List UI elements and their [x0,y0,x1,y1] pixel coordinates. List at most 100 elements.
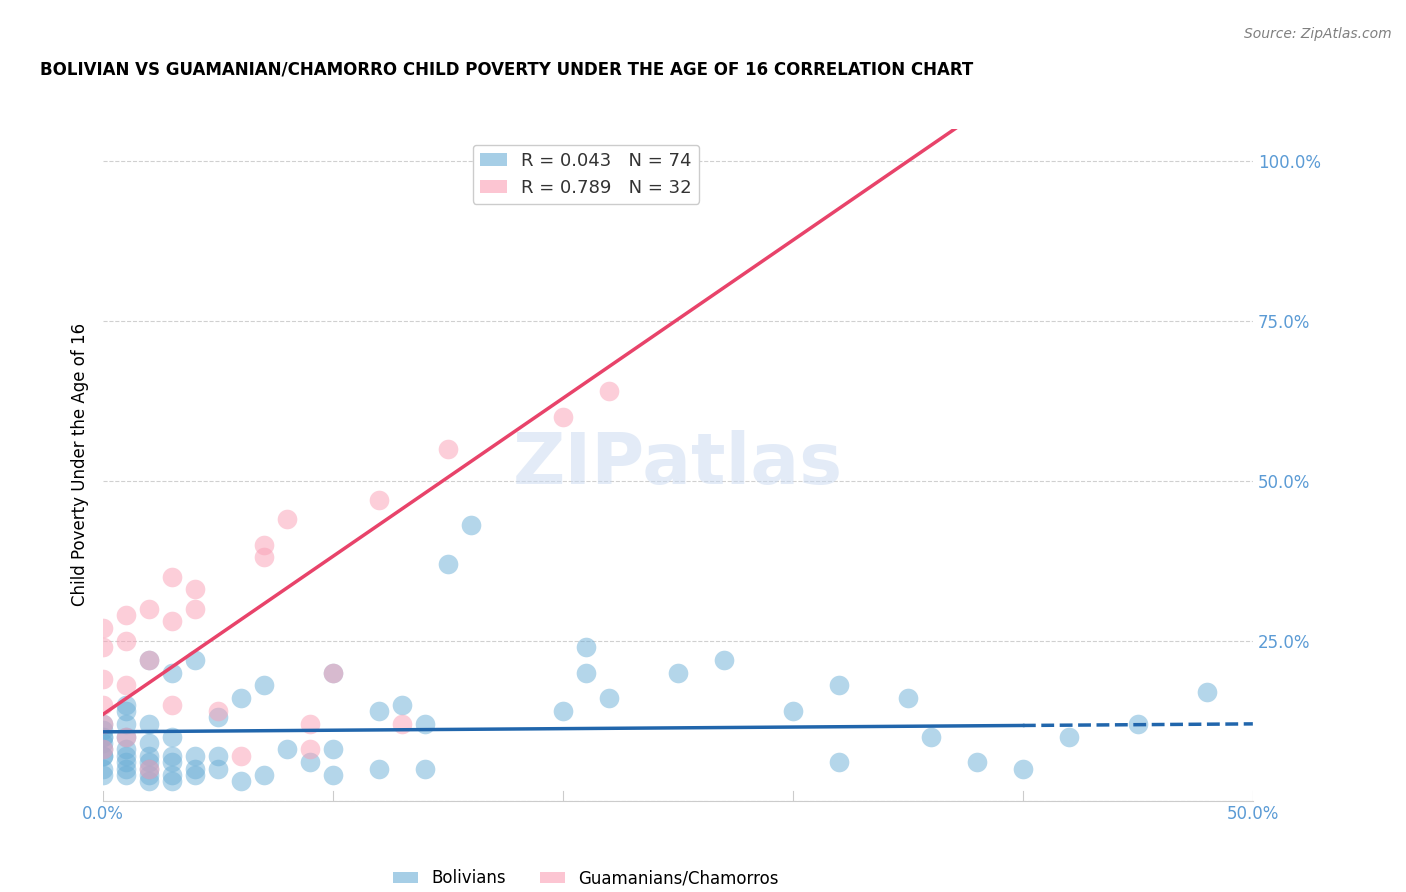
Point [551,704,574,718]
Point [115,748,138,763]
Point [160,665,183,680]
Point [276,742,298,756]
Point [91,640,114,654]
Point [160,768,183,782]
Point [91,716,114,731]
Point [184,601,207,615]
Point [138,601,160,615]
Point [966,756,988,770]
Point [115,678,138,692]
Point [920,730,942,744]
Point [138,768,160,782]
Text: Source: ZipAtlas.com: Source: ZipAtlas.com [1244,27,1392,41]
Point [782,704,804,718]
Point [115,730,138,744]
Point [253,768,276,782]
Point [115,742,138,756]
Point [184,653,207,667]
Point [115,608,138,623]
Point [91,742,114,756]
Point [598,691,620,706]
Point [115,756,138,770]
Point [437,557,460,571]
Point [229,748,252,763]
Point [666,665,689,680]
Point [413,716,436,731]
Point [91,730,114,744]
Point [115,716,138,731]
Point [207,704,229,718]
Point [368,492,391,507]
Point [1126,716,1149,731]
Point [138,748,160,763]
Point [598,384,620,398]
Point [115,730,138,744]
Point [184,768,207,782]
Point [575,665,598,680]
Point [828,756,851,770]
Point [598,153,620,168]
Point [91,742,114,756]
Point [91,698,114,712]
Text: ZIPatlas: ZIPatlas [513,430,844,500]
Point [160,756,183,770]
Point [91,736,114,750]
Point [91,621,114,635]
Point [299,742,322,756]
Point [115,633,138,648]
Point [368,762,391,776]
Point [299,716,322,731]
Point [253,550,276,565]
Point [138,774,160,789]
Point [391,698,413,712]
Point [229,691,252,706]
Point [91,730,114,744]
Y-axis label: Child Poverty Under the Age of 16: Child Poverty Under the Age of 16 [72,323,89,607]
Point [322,742,344,756]
Point [160,774,183,789]
Point [138,716,160,731]
Point [437,442,460,456]
Point [91,748,114,763]
Point [91,748,114,763]
Point [115,762,138,776]
Point [115,698,138,712]
Point [276,512,298,526]
Point [115,768,138,782]
Point [138,756,160,770]
Point [253,678,276,692]
Point [138,762,160,776]
Point [184,748,207,763]
Point [138,653,160,667]
Point [207,710,229,724]
Point [207,748,229,763]
Point [1057,730,1080,744]
Point [184,582,207,597]
Point [229,774,252,789]
Point [91,762,114,776]
Point [91,672,114,686]
Point [322,665,344,680]
Point [91,723,114,738]
Text: BOLIVIAN VS GUAMANIAN/CHAMORRO CHILD POVERTY UNDER THE AGE OF 16 CORRELATION CHA: BOLIVIAN VS GUAMANIAN/CHAMORRO CHILD POV… [39,61,973,78]
Point [138,736,160,750]
Point [460,518,482,533]
Point [160,698,183,712]
Point [138,762,160,776]
Point [897,691,920,706]
Point [368,704,391,718]
Point [160,615,183,629]
Point [115,704,138,718]
Point [91,768,114,782]
Point [91,716,114,731]
Point [551,409,574,424]
Point [1195,685,1218,699]
Point [184,762,207,776]
Point [828,678,851,692]
Point [138,653,160,667]
Legend: R = 0.043   N = 74, R = 0.789   N = 32: R = 0.043 N = 74, R = 0.789 N = 32 [472,145,699,204]
Point [322,768,344,782]
Point [713,653,735,667]
Point [322,665,344,680]
Point [575,640,598,654]
